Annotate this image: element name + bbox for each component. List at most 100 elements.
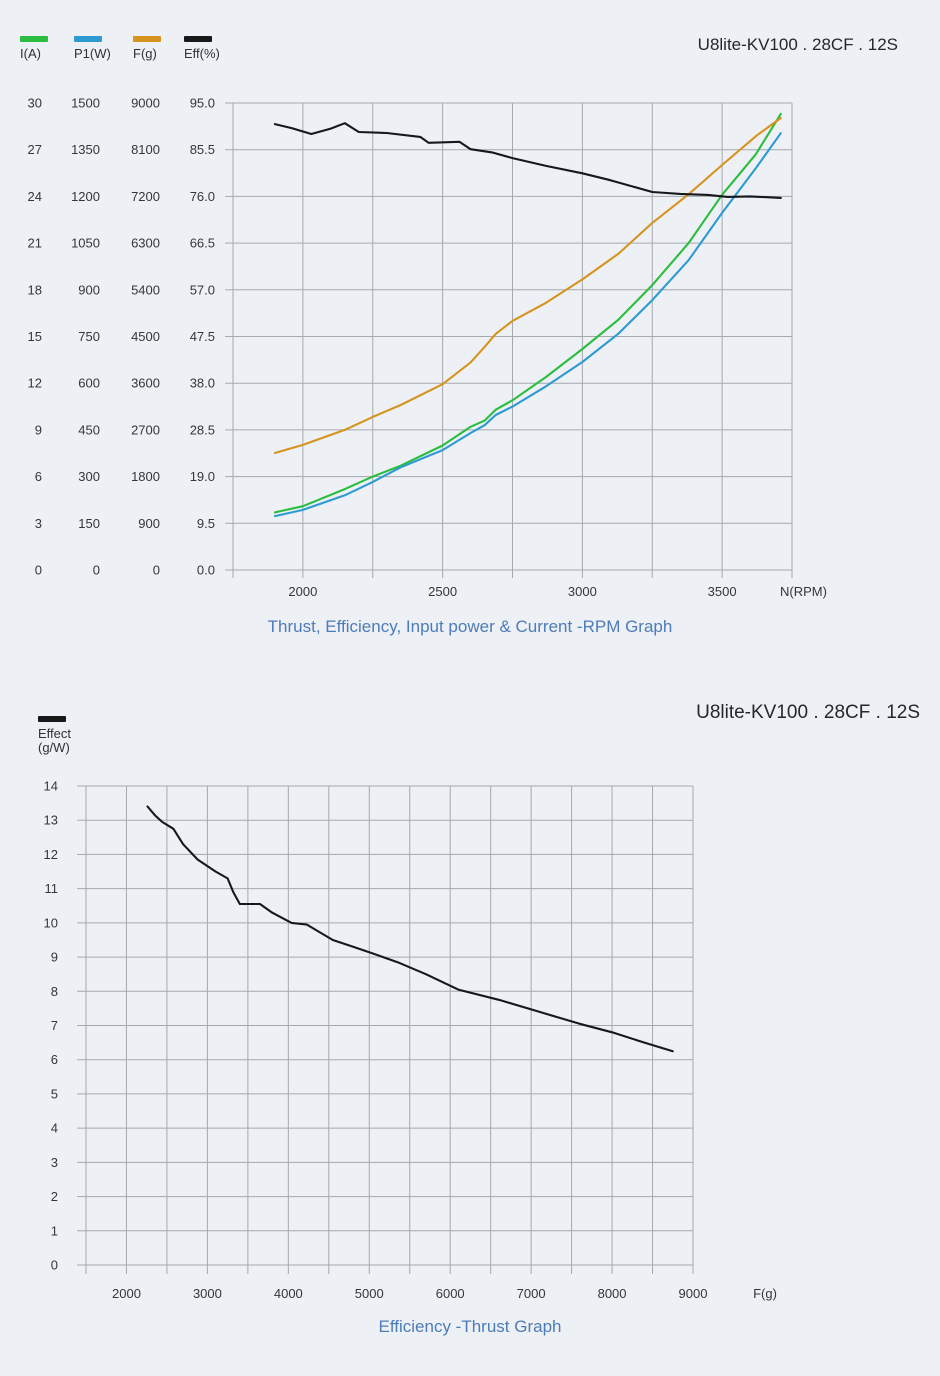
svg-text:0: 0: [153, 563, 160, 578]
svg-text:300: 300: [78, 469, 100, 484]
top-chart-series-p1-w-: [273, 132, 782, 518]
input-power-swatch-icon: [74, 36, 102, 42]
svg-text:4: 4: [51, 1121, 58, 1136]
svg-text:6300: 6300: [131, 236, 160, 251]
svg-text:11: 11: [45, 881, 59, 896]
svg-text:600: 600: [78, 376, 100, 391]
svg-text:900: 900: [138, 516, 160, 531]
svg-text:2000: 2000: [112, 1286, 141, 1301]
svg-text:12: 12: [44, 847, 58, 862]
legend-item-thrust: F(g): [133, 36, 161, 61]
legend-item-current: I(A): [20, 36, 48, 61]
svg-text:6: 6: [51, 1052, 58, 1067]
legend-label-effect-line2: (g/W): [38, 740, 70, 755]
svg-text:2700: 2700: [131, 422, 160, 437]
svg-text:9: 9: [51, 950, 58, 965]
svg-text:1200: 1200: [71, 189, 100, 204]
svg-text:76.0: 76.0: [190, 189, 215, 204]
top-chart-caption: Thrust, Efficiency, Input power & Curren…: [267, 617, 673, 636]
top-chart-model-title: U8lite-KV100 . 28CF . 12S: [697, 35, 898, 54]
svg-text:1: 1: [51, 1223, 58, 1238]
svg-text:18: 18: [28, 282, 42, 297]
svg-text:3600: 3600: [131, 376, 160, 391]
svg-text:4500: 4500: [131, 329, 160, 344]
svg-text:47.5: 47.5: [190, 329, 215, 344]
svg-text:21: 21: [28, 236, 42, 251]
legend-label-current: I(A): [20, 46, 41, 61]
svg-text:1350: 1350: [71, 142, 100, 157]
svg-text:1050: 1050: [71, 236, 100, 251]
svg-text:57.0: 57.0: [190, 282, 215, 297]
svg-text:24: 24: [28, 189, 42, 204]
svg-text:9000: 9000: [131, 96, 160, 111]
svg-text:8: 8: [51, 984, 58, 999]
svg-text:15: 15: [28, 329, 42, 344]
legend-label-effect-line1: Effect: [38, 726, 72, 741]
svg-text:10: 10: [44, 915, 58, 930]
svg-text:12: 12: [28, 376, 42, 391]
svg-text:0: 0: [93, 563, 100, 578]
legend-item-input-power: P1(W): [74, 36, 111, 61]
top-chart-grid: [225, 102, 793, 578]
svg-text:0: 0: [35, 563, 42, 578]
svg-text:13: 13: [44, 813, 58, 828]
legend-item-efficiency: Eff(%): [184, 36, 220, 61]
svg-text:8100: 8100: [131, 142, 160, 157]
svg-text:900: 900: [78, 282, 100, 297]
svg-text:2500: 2500: [428, 584, 457, 599]
svg-text:85.5: 85.5: [190, 142, 215, 157]
svg-text:19.0: 19.0: [190, 469, 215, 484]
svg-text:450: 450: [78, 422, 100, 437]
svg-text:3000: 3000: [193, 1286, 222, 1301]
svg-text:28.5: 28.5: [190, 422, 215, 437]
svg-text:95.0: 95.0: [190, 96, 215, 111]
top-chart-axis-labels: 3027242118151296301500135012001050900750…: [28, 96, 827, 600]
svg-text:6000: 6000: [436, 1286, 465, 1301]
thrust-swatch-icon: [133, 36, 161, 42]
bottom-chart-series-effect-g-w-: [146, 805, 674, 1053]
svg-text:2: 2: [51, 1189, 58, 1204]
svg-text:27: 27: [28, 142, 42, 157]
legend-label-thrust: F(g): [133, 46, 157, 61]
top-chart: 3027242118151296301500135012001050900750…: [28, 96, 827, 600]
legend-item-effect: Effect (g/W): [38, 716, 71, 755]
svg-text:14: 14: [44, 779, 58, 794]
svg-text:F(g): F(g): [753, 1286, 777, 1301]
svg-text:38.0: 38.0: [190, 376, 215, 391]
svg-text:2000: 2000: [288, 584, 317, 599]
svg-text:3: 3: [51, 1155, 58, 1170]
svg-text:3: 3: [35, 516, 42, 531]
efficiency-swatch-icon: [184, 36, 212, 42]
effect-swatch-icon: [38, 716, 66, 722]
bottom-chart-grid: [77, 785, 694, 1274]
svg-text:9: 9: [35, 422, 42, 437]
svg-text:7: 7: [51, 1018, 58, 1033]
svg-text:6: 6: [35, 469, 42, 484]
current-swatch-icon: [20, 36, 48, 42]
svg-text:N(RPM): N(RPM): [780, 584, 827, 599]
svg-text:66.5: 66.5: [190, 236, 215, 251]
bottom-chart-caption: Efficiency -Thrust Graph: [378, 1317, 562, 1336]
svg-text:9000: 9000: [679, 1286, 708, 1301]
svg-text:1800: 1800: [131, 469, 160, 484]
svg-text:750: 750: [78, 329, 100, 344]
svg-text:7000: 7000: [517, 1286, 546, 1301]
svg-text:3500: 3500: [708, 584, 737, 599]
svg-text:7200: 7200: [131, 189, 160, 204]
top-chart-series-eff-: [273, 122, 782, 199]
svg-text:5: 5: [51, 1086, 58, 1101]
legend-label-efficiency: Eff(%): [184, 46, 220, 61]
legend-label-input-power: P1(W): [74, 46, 111, 61]
svg-text:0: 0: [51, 1258, 58, 1273]
svg-text:5000: 5000: [355, 1286, 384, 1301]
svg-text:30: 30: [28, 96, 42, 111]
svg-text:1500: 1500: [71, 96, 100, 111]
top-chart-series-f-g-: [273, 116, 782, 455]
top-chart-series-i-a-: [273, 112, 782, 514]
svg-text:9.5: 9.5: [197, 516, 215, 531]
svg-text:3000: 3000: [568, 584, 597, 599]
